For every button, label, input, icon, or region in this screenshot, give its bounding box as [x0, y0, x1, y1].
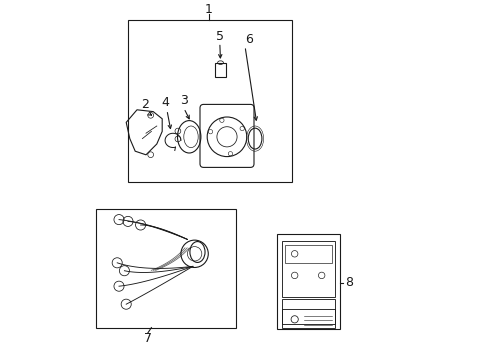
Text: 2: 2: [141, 98, 149, 111]
Bar: [216, 63, 225, 77]
Text: 1: 1: [205, 3, 213, 15]
Bar: [282, 299, 335, 324]
Bar: [282, 309, 335, 328]
Text: 7: 7: [144, 332, 152, 345]
Text: 6: 6: [245, 33, 252, 46]
Bar: [282, 241, 335, 297]
Bar: [277, 234, 341, 329]
Text: 5: 5: [216, 30, 224, 42]
Text: 4: 4: [161, 96, 169, 109]
Text: 3: 3: [180, 94, 188, 107]
Bar: [128, 20, 292, 182]
Text: 8: 8: [345, 276, 353, 289]
Bar: [285, 245, 333, 263]
Bar: [96, 209, 236, 328]
